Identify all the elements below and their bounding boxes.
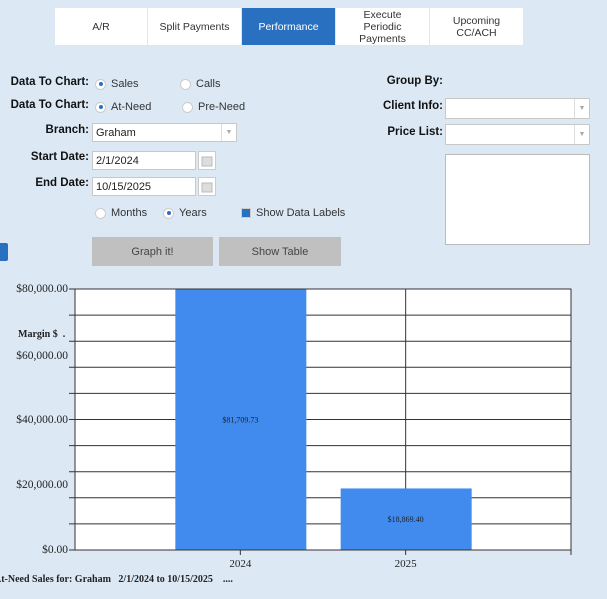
branch-select[interactable]: Graham ▼	[92, 123, 237, 142]
price-list-select[interactable]: ▼	[445, 124, 590, 145]
tab-split-payments[interactable]: Split Payments	[148, 8, 242, 45]
radio-pre-need[interactable]: Pre-Need	[182, 101, 245, 113]
client-info-select[interactable]: ▼	[445, 98, 590, 119]
radio-dot	[163, 207, 174, 219]
x-tick-label: 2025	[395, 558, 418, 570]
radio-label: Years	[179, 207, 207, 219]
radio-dot	[180, 78, 191, 90]
radio-dot	[95, 101, 106, 113]
radio-label: Pre-Need	[198, 101, 246, 113]
print-icon[interactable]	[0, 243, 8, 261]
tab-ar[interactable]: A/R	[55, 8, 148, 45]
tab-execute-periodic-payments[interactable]: Execute Periodic Payments	[336, 8, 430, 45]
data-label: $18,869.40	[388, 515, 424, 524]
radio-label: At-Need	[111, 101, 152, 113]
y-tick-label: $80,000.00	[16, 283, 68, 295]
y-axis-label: Margin $ .	[18, 329, 66, 340]
chevron-down-icon: ▼	[574, 99, 589, 118]
branch-label: Branch:	[45, 124, 89, 136]
chevron-down-icon: ▼	[221, 124, 236, 141]
calendar-icon[interactable]	[198, 151, 216, 170]
price-list-label: Price List:	[387, 126, 443, 138]
y-tick-label: $20,000.00	[16, 478, 68, 491]
checkbox-checked	[241, 208, 251, 218]
start-date-label: Start Date:	[30, 151, 89, 163]
y-tick-label: $60,000.00	[16, 350, 68, 363]
show-table-button[interactable]: Show Table	[219, 237, 341, 266]
tab-performance[interactable]: Performance	[242, 8, 336, 45]
group-by-listbox[interactable]	[445, 154, 590, 245]
plot-border	[74, 288, 572, 551]
radio-sales[interactable]: Sales	[95, 78, 139, 90]
data-to-chart-label-2: Data To Chart:	[10, 99, 89, 111]
tab-upcoming-cc-ach[interactable]: Upcoming CC/ACH	[430, 8, 524, 45]
data-to-chart-label: Data To Chart:	[10, 76, 89, 88]
end-date-label: End Date:	[35, 177, 89, 189]
y-tick-label: $40,000.00	[16, 413, 68, 426]
data-label: $81,709.73	[222, 416, 258, 425]
radio-dot	[95, 78, 106, 90]
radio-months[interactable]: Months	[95, 207, 147, 219]
x-tick-label: 2024	[229, 558, 252, 570]
radio-label: Months	[111, 207, 148, 219]
checkbox-label: Show Data Labels	[256, 207, 346, 219]
graph-it-button[interactable]: Graph it!	[92, 237, 213, 266]
radio-at-need[interactable]: At-Need	[95, 101, 151, 113]
performance-chart: $81,709.73 2024 $18,869.40 2025	[69, 288, 572, 570]
client-info-label: Client Info:	[382, 100, 443, 112]
bar-2025	[340, 488, 472, 550]
calendar-icon[interactable]	[198, 177, 216, 196]
radio-years[interactable]: Years	[163, 207, 207, 219]
branch-value: Graham	[96, 127, 136, 139]
radio-label: Calls	[196, 78, 221, 90]
show-data-labels-checkbox[interactable]: Show Data Labels	[241, 207, 345, 219]
start-date-input[interactable]: 2/1/2024	[92, 151, 196, 170]
radio-dot	[182, 101, 193, 113]
y-tick-label: $0.00	[42, 544, 68, 556]
bar-2024	[175, 289, 307, 550]
radio-dot	[95, 207, 106, 219]
radio-label: Sales	[111, 78, 139, 90]
chart-caption: At-Need Sales for: Graham 2/1/2024 to 10…	[0, 574, 233, 585]
group-by-label: Group By:	[386, 75, 443, 87]
chevron-down-icon: ▼	[574, 125, 589, 144]
radio-calls[interactable]: Calls	[180, 78, 220, 90]
end-date-input[interactable]: 10/15/2025	[92, 177, 196, 196]
